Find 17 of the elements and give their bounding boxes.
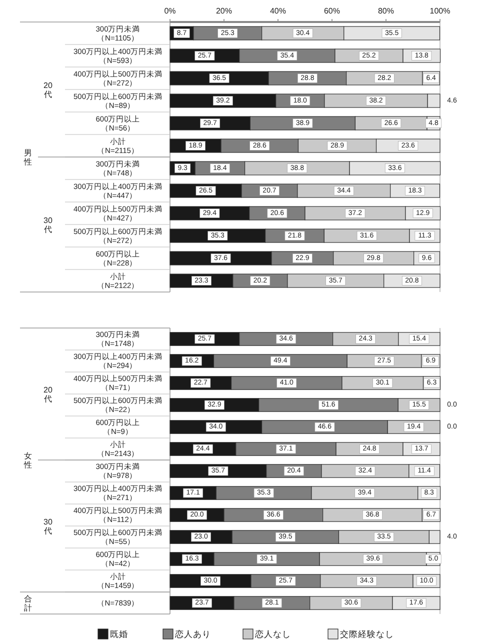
x-tick-label: 60% (324, 6, 340, 16)
text: 30代 (43, 518, 53, 536)
text: 合計 (24, 594, 32, 612)
x-tick-label: 80% (378, 6, 394, 16)
text: 女性 (23, 452, 32, 470)
legend-label: 恋人あり (174, 629, 211, 639)
legend-label: 恋人なし (254, 629, 291, 639)
text: 男性 (23, 148, 32, 166)
x-tick-label: 0% (164, 6, 176, 16)
text: 20代 (43, 386, 53, 404)
x-tick-label: 100% (430, 6, 450, 16)
legend-label: 交際経験なし (340, 629, 394, 639)
x-tick-label: 40% (270, 6, 286, 16)
text: 30代 (43, 216, 53, 234)
legend-label: 既婚 (110, 629, 128, 639)
x-tick-label: 20% (216, 6, 232, 16)
text: 20代 (43, 81, 53, 99)
